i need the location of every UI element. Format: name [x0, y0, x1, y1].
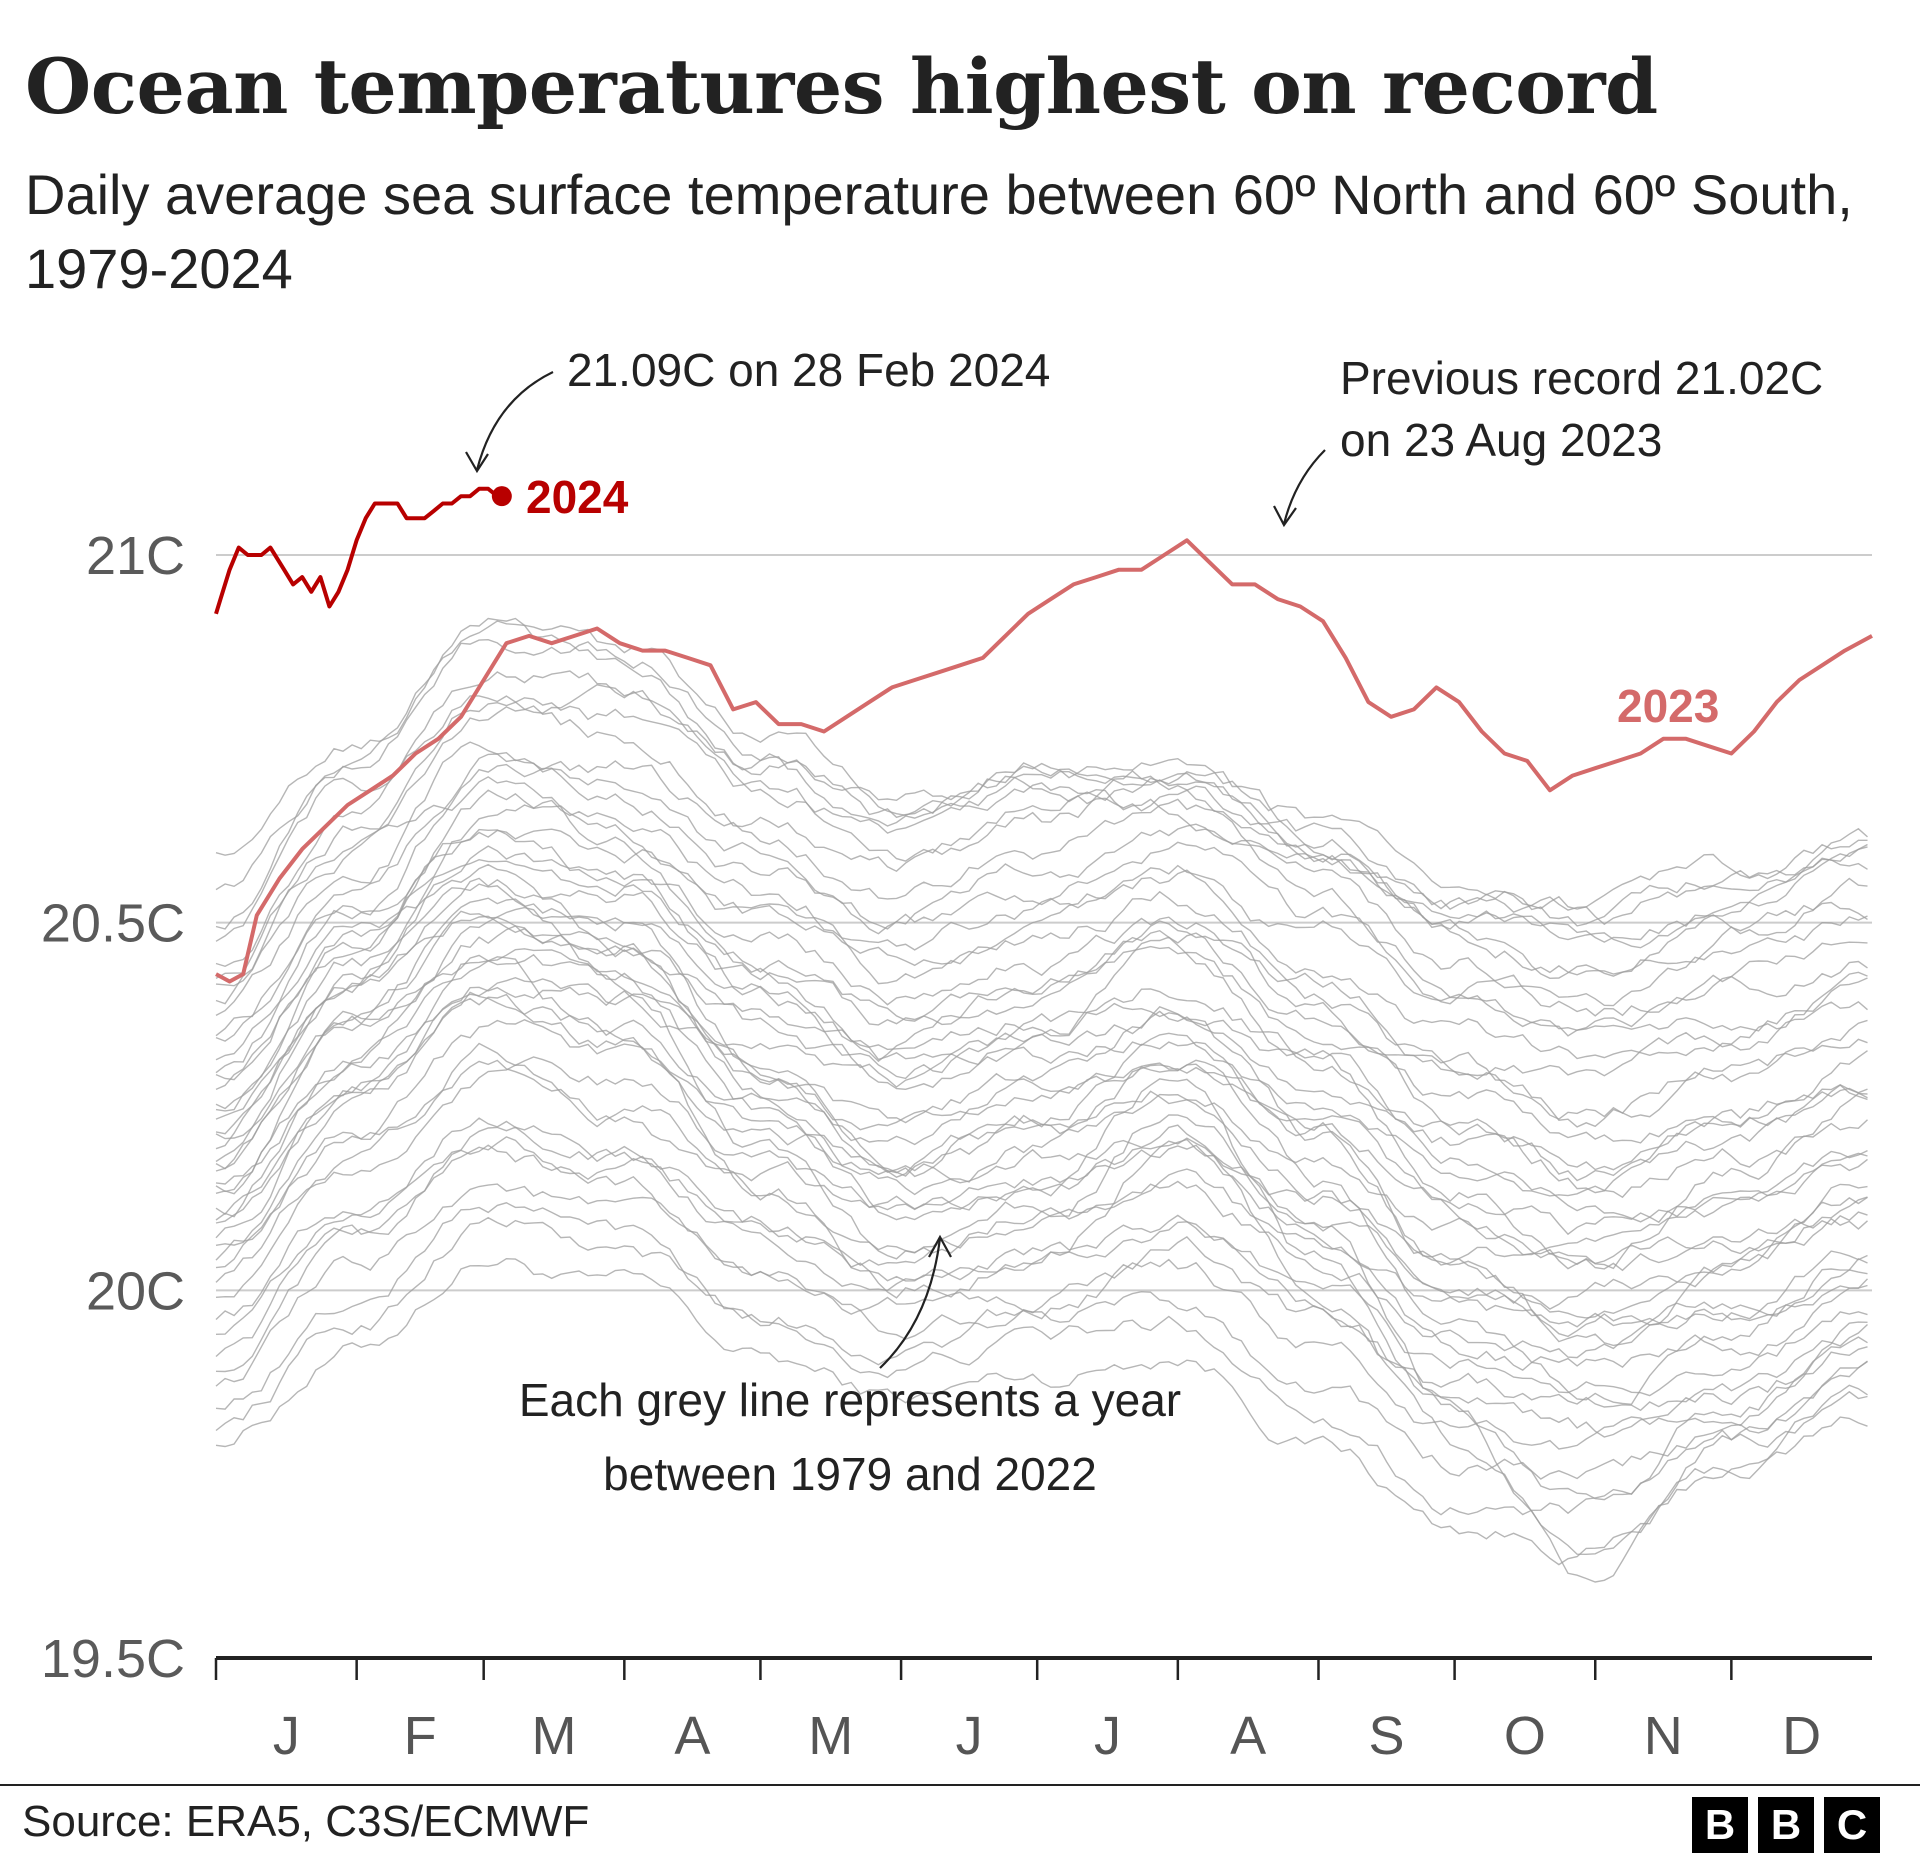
- historical-year-line: [215, 883, 1868, 1319]
- historical-year-line: [215, 789, 1868, 1081]
- previous-record-annotation-line2: on 23 Aug 2023: [1340, 414, 1662, 466]
- historical-year-line: [215, 897, 1868, 1171]
- historical-year-line: [215, 863, 1868, 1347]
- bbc-logo: B B C: [1692, 1797, 1880, 1853]
- month-label: N: [1644, 1706, 1683, 1766]
- historical-year-line: [215, 976, 1868, 1256]
- source-note: Source: ERA5, C3S/ECMWF: [22, 1797, 590, 1846]
- month-label: S: [1369, 1706, 1405, 1766]
- highlight-series-lines: [214, 486, 1873, 984]
- historical-year-line: [215, 1183, 1868, 1450]
- month-label: M: [532, 1706, 577, 1766]
- historical-year-line: [215, 956, 1868, 1556]
- historical-year-line: [215, 763, 1868, 1061]
- historical-year-line: [215, 670, 1868, 942]
- footer-divider: [0, 1784, 1920, 1786]
- series-label-2024: 2024: [526, 471, 629, 523]
- y-axis-labels: 19.5C 20C 20.5C 21C: [41, 526, 185, 1689]
- historical-year-line: [215, 1117, 1868, 1371]
- annotations: 21.09C on 28 Feb 2024 Previous record 21…: [465, 344, 1823, 1500]
- series-line-2024: [214, 486, 502, 615]
- historical-year-line: [215, 1064, 1868, 1338]
- historical-year-line: [215, 828, 1868, 1270]
- historical-year-line: [215, 845, 1868, 1120]
- bbc-logo-letter: B: [1692, 1797, 1748, 1853]
- historical-year-line: [215, 991, 1868, 1266]
- previous-record-arrowhead: [1273, 505, 1297, 528]
- historical-year-line: [215, 705, 1868, 1005]
- historical-year-line: [215, 925, 1868, 1406]
- y-tick-label: 20.5C: [41, 894, 185, 954]
- bbc-logo-letter: C: [1824, 1797, 1880, 1853]
- series-label-2023: 2023: [1617, 680, 1719, 732]
- historical-year-line: [215, 986, 1868, 1236]
- series-line-2023: [215, 538, 1873, 984]
- y-tick-label: 20C: [86, 1261, 185, 1321]
- historical-year-line: [215, 1216, 1868, 1516]
- y-tick-label: 21C: [86, 526, 185, 586]
- historical-year-line: [215, 953, 1868, 1223]
- record-2024-arrowhead: [465, 451, 489, 474]
- month-label: J: [273, 1706, 300, 1766]
- month-label: F: [404, 1706, 437, 1766]
- historical-year-line: [215, 1257, 1868, 1566]
- historical-year-line: [215, 1202, 1868, 1480]
- previous-record-annotation-line1: Previous record 21.02C: [1340, 352, 1823, 404]
- historical-year-line: [215, 741, 1868, 1017]
- historical-year-line: [215, 617, 1868, 930]
- record-2024-annotation: 21.09C on 28 Feb 2024: [567, 344, 1050, 396]
- month-label: D: [1782, 1706, 1821, 1766]
- historical-year-line: [215, 753, 1868, 1042]
- record-2024-arrow: [475, 371, 554, 471]
- historical-year-line: [215, 697, 1868, 980]
- month-label: O: [1504, 1706, 1546, 1766]
- grey-lines-arrow: [879, 1237, 942, 1369]
- month-label: J: [1094, 1706, 1121, 1766]
- historical-year-line: [215, 776, 1868, 1194]
- series-endpoint-2024: [491, 486, 512, 507]
- month-label: J: [956, 1706, 983, 1766]
- bbc-logo-letter: B: [1758, 1797, 1814, 1853]
- month-label: M: [808, 1706, 853, 1766]
- historical-year-line: [215, 620, 1868, 943]
- gridlines: [216, 554, 1872, 1292]
- historical-year-line: [215, 1126, 1868, 1397]
- historical-year-line: [215, 948, 1868, 1501]
- grey-lines-annotation-line2: between 1979 and 2022: [603, 1448, 1097, 1500]
- historical-year-line: [215, 915, 1868, 1583]
- historical-year-line: [215, 684, 1868, 968]
- historical-year-line: [215, 1019, 1868, 1310]
- previous-record-arrow: [1282, 449, 1326, 525]
- grey-lines-arrowhead: [928, 1234, 952, 1258]
- historical-year-line: [215, 858, 1868, 1140]
- grey-lines-annotation-line1: Each grey line represents a year: [519, 1374, 1181, 1426]
- month-label: A: [674, 1706, 710, 1766]
- historical-year-line: [215, 1042, 1868, 1328]
- historical-year-line: [215, 877, 1868, 1150]
- historical-year-line: [215, 638, 1868, 926]
- y-tick-label: 19.5C: [41, 1629, 185, 1689]
- chart-title: Ocean temperatures highest on record: [25, 42, 1658, 131]
- sea-temperature-chart: 19.5C 20C 20.5C 21C J F M A M J J A S O N D 21.09C on …: [41, 344, 1873, 1766]
- chart-subtitle: Daily average sea surface temperature be…: [25, 163, 1853, 300]
- month-label: A: [1230, 1706, 1266, 1766]
- historical-year-line: [215, 804, 1868, 1091]
- historical-year-lines: [215, 617, 1869, 1583]
- historical-year-line: [215, 828, 1868, 1110]
- historical-year-line: [215, 1136, 1868, 1412]
- series-labels: 2024 2023: [526, 471, 1719, 732]
